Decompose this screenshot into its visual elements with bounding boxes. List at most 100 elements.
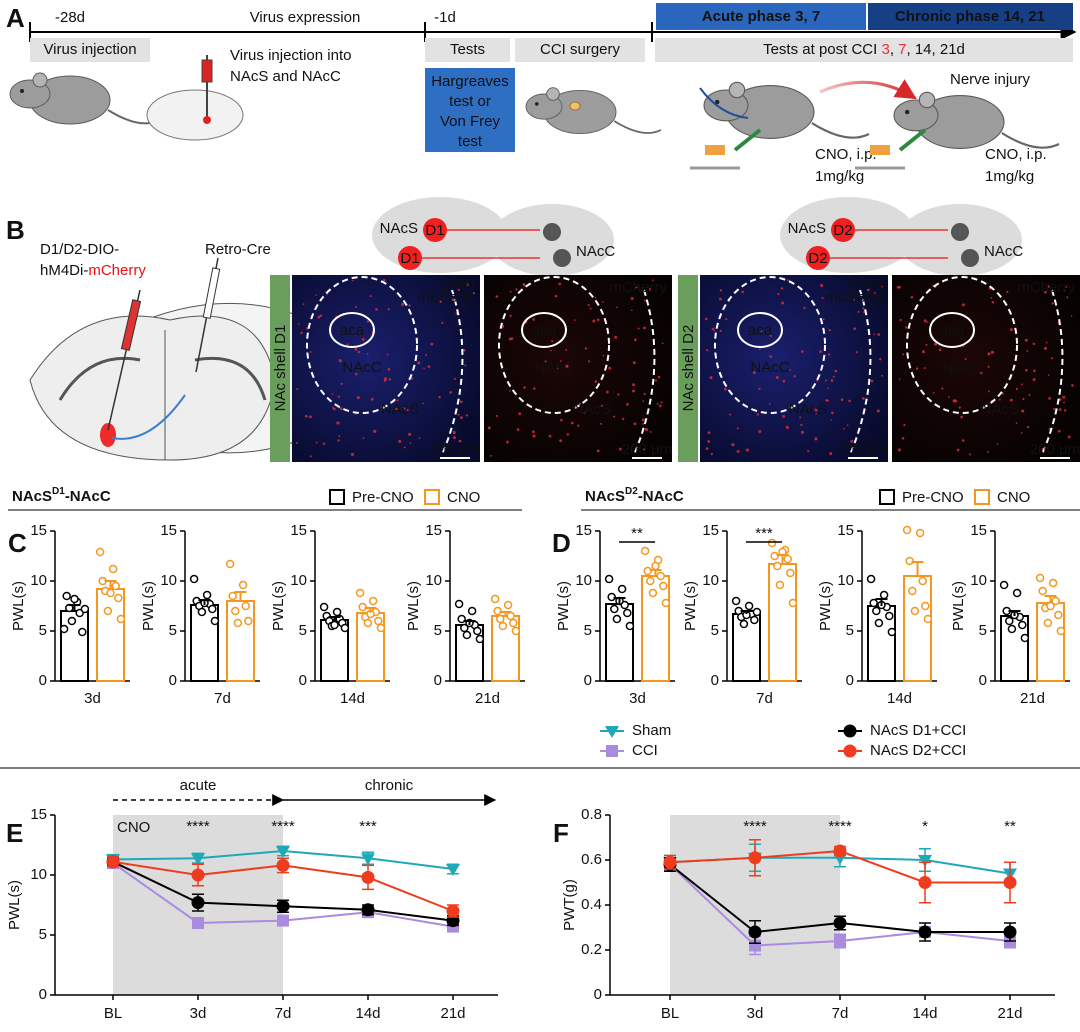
y-tick-label: 10	[970, 572, 987, 589]
x-tick-label: 3d	[84, 690, 101, 707]
y-tick-label: 15	[970, 522, 987, 539]
significance: ***	[359, 818, 377, 835]
signal-dot	[1058, 408, 1062, 411]
signal-dot	[850, 439, 854, 443]
signal-dot	[388, 378, 392, 381]
data-point	[361, 903, 375, 917]
side-label: NAc shell D1	[272, 325, 289, 412]
signal-dot	[807, 450, 810, 453]
error-bar	[740, 610, 753, 614]
signal-dot	[821, 297, 824, 300]
signal-dot	[789, 369, 791, 371]
signal-dot	[648, 287, 652, 291]
y-tick-label: 15	[30, 806, 47, 823]
data-point	[276, 899, 290, 913]
y-tick-label: 10	[575, 572, 592, 589]
signal-dot	[707, 440, 711, 443]
data-point	[786, 568, 795, 578]
data-point	[103, 606, 113, 616]
signal-dot	[1053, 408, 1056, 410]
y-tick-label: 5	[39, 622, 47, 639]
signal-dot	[758, 387, 761, 390]
y-axis-label: PWT(g)	[561, 879, 578, 931]
data-point	[1012, 588, 1022, 598]
y-tick-label: 10	[837, 572, 854, 589]
signal-dot	[337, 395, 341, 398]
signal-dot	[596, 318, 600, 322]
data-point	[1035, 573, 1045, 583]
signal-dot	[879, 358, 882, 361]
signal-dot	[350, 452, 355, 457]
signal-dot	[828, 329, 831, 332]
region-label: NAcS	[573, 401, 611, 418]
signal-dot	[408, 304, 411, 307]
signal-dot	[602, 354, 605, 357]
signal-dot	[814, 406, 816, 409]
signal-dot	[1063, 401, 1065, 404]
signal-dot	[840, 398, 844, 401]
signal-dot	[453, 377, 456, 380]
signal-dot	[387, 308, 390, 311]
y-tick-label: 5	[434, 622, 442, 639]
signal-dot	[616, 306, 619, 309]
signal-dot	[769, 355, 773, 358]
data-point	[874, 618, 884, 628]
signal-dot	[814, 408, 818, 412]
significance: **	[1004, 818, 1016, 835]
signal-dot	[649, 430, 652, 433]
signal-dot	[899, 318, 902, 322]
signal-dot	[633, 422, 637, 426]
data-point	[788, 598, 798, 608]
signal-dot	[830, 379, 834, 382]
data-point	[106, 588, 115, 598]
data-point	[462, 630, 472, 640]
virus-label-part: hM4Di-	[40, 262, 88, 279]
error-bar	[613, 597, 626, 604]
signal-dot	[565, 364, 569, 368]
data-point	[921, 601, 930, 611]
signal-dot	[987, 352, 991, 356]
data-point	[648, 588, 658, 598]
signal-dot	[1032, 342, 1036, 346]
x-tick-label: 3d	[629, 690, 646, 707]
signal-dot	[417, 361, 421, 365]
mouse	[9, 72, 161, 125]
data-point	[233, 618, 243, 628]
data-point	[191, 853, 205, 866]
signal-dot	[518, 412, 522, 416]
signal-dot	[352, 279, 354, 282]
y-tick-label: 5	[979, 622, 987, 639]
test-box-label: test	[458, 133, 483, 150]
signal-dot	[422, 402, 424, 405]
data-point	[319, 602, 329, 612]
timeline-label: -28d	[55, 9, 85, 26]
signal-dot	[583, 411, 587, 415]
signal-dot	[643, 326, 646, 330]
signal-dot	[606, 390, 609, 394]
y-tick-label: 0.8	[581, 806, 602, 823]
data-point	[887, 627, 897, 637]
y-tick-label: 10	[425, 572, 442, 589]
data-point	[918, 925, 932, 939]
region-label: NAcC	[942, 359, 981, 376]
step-label-part: Tests at post CCI	[763, 41, 881, 58]
signal-dot	[508, 390, 511, 392]
signal-dot	[308, 415, 312, 419]
signal-dot	[472, 292, 476, 295]
signal-dot	[923, 367, 926, 370]
panel-title-part: D2	[625, 486, 638, 497]
signal-dot	[991, 301, 995, 304]
data-point	[651, 561, 660, 571]
neuron	[553, 249, 571, 267]
data-point	[773, 561, 782, 571]
signal-dot	[711, 327, 715, 331]
signal-dot	[1063, 409, 1067, 412]
signal-dot	[980, 371, 983, 375]
signal-dot	[658, 404, 662, 408]
ventricle	[58, 356, 267, 401]
signal-dot	[490, 454, 493, 457]
signal-dot	[780, 287, 784, 290]
phase-label: acute	[180, 777, 217, 794]
x-tick-label: 7d	[832, 1005, 849, 1022]
signal-dot	[632, 383, 635, 387]
